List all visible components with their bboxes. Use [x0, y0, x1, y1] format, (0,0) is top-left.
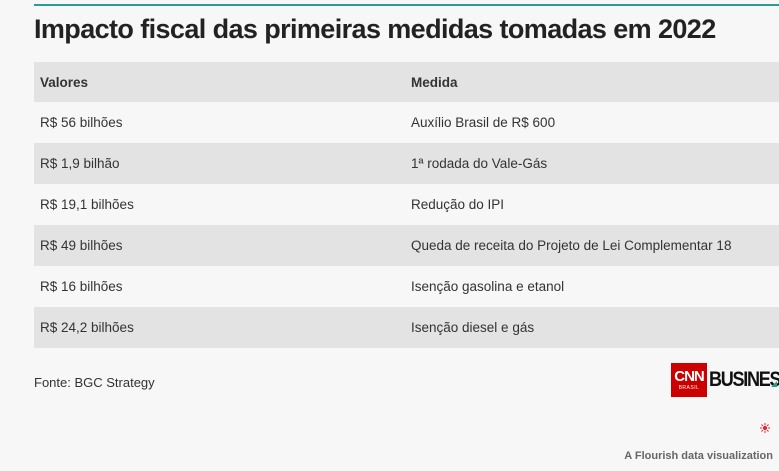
- cnn-business-logo: CNN BRASIL BUSINESS: [671, 363, 779, 397]
- brasil-logo-text: BRASIL: [678, 385, 700, 391]
- table-row: R$ 1,9 bilhão 1ª rodada do Vale-Gás: [34, 143, 779, 184]
- business-logo-text: BUSINESS: [709, 368, 779, 391]
- business-accent-mark: [771, 381, 777, 387]
- table-cell-medida: Auxílio Brasil de R$ 600: [411, 115, 556, 130]
- table-cell-valor: R$ 16 bilhões: [40, 279, 123, 294]
- table-row: R$ 19,1 bilhões Redução do IPI: [34, 184, 779, 225]
- table-cell-valor: R$ 56 bilhões: [40, 115, 123, 130]
- table-cell-medida: 1ª rodada do Vale-Gás: [411, 156, 548, 171]
- table-cell-valor: R$ 19,1 bilhões: [40, 197, 134, 212]
- data-table: Valores Medida R$ 56 bilhões Auxílio Bra…: [34, 62, 779, 348]
- top-accent-rule: [34, 4, 779, 6]
- table-row: R$ 16 bilhões Isenção gasolina e etanol: [34, 266, 779, 307]
- table-cell-medida: Isenção diesel e gás: [411, 320, 535, 335]
- table-cell-valor: R$ 1,9 bilhão: [40, 156, 120, 171]
- column-header-valores: Valores: [40, 74, 89, 90]
- table-cell-valor: R$ 24,2 bilhões: [40, 320, 134, 335]
- cnn-logo-text: CNN: [674, 368, 704, 385]
- cnn-brasil-logo-box: CNN BRASIL: [671, 363, 707, 397]
- table-cell-medida: Redução do IPI: [411, 197, 505, 212]
- table-row: R$ 24,2 bilhões Isenção diesel e gás: [34, 307, 779, 348]
- flourish-logo-icon[interactable]: [760, 423, 770, 433]
- table-row: R$ 56 bilhões Auxílio Brasil de R$ 600: [34, 102, 779, 143]
- source-note: Fonte: BGC Strategy: [34, 375, 155, 390]
- flourish-credit-link[interactable]: A Flourish data visualization: [624, 450, 773, 462]
- table-row: R$ 49 bilhões Queda de receita do Projet…: [34, 225, 779, 266]
- table-header-row: Valores Medida: [34, 62, 779, 102]
- table-cell-valor: R$ 49 bilhões: [40, 238, 123, 253]
- table-cell-medida: Isenção gasolina e etanol: [411, 279, 565, 294]
- table-cell-medida: Queda de receita do Projeto de Lei Compl…: [411, 238, 732, 253]
- column-header-medida: Medida: [411, 74, 458, 90]
- page-title: Impacto fiscal das primeiras medidas tom…: [34, 14, 716, 44]
